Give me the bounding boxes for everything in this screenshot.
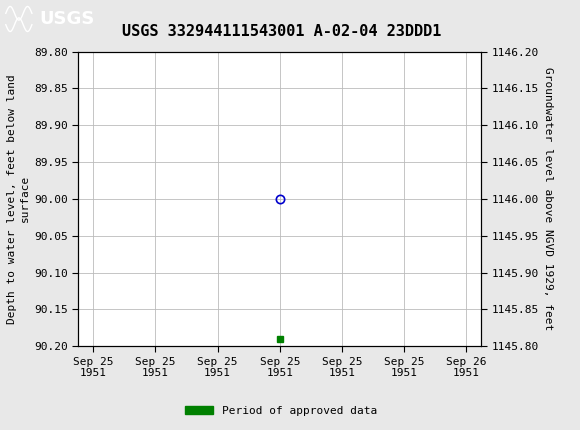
Y-axis label: Groundwater level above NGVD 1929, feet: Groundwater level above NGVD 1929, feet (543, 67, 553, 331)
Y-axis label: Depth to water level, feet below land
surface: Depth to water level, feet below land su… (7, 74, 30, 324)
Text: USGS: USGS (39, 10, 95, 28)
Text: USGS 332944111543001 A-02-04 23DDD1: USGS 332944111543001 A-02-04 23DDD1 (122, 24, 441, 39)
Bar (3, 2, 35, 36)
Legend: Period of approved data: Period of approved data (181, 401, 382, 420)
